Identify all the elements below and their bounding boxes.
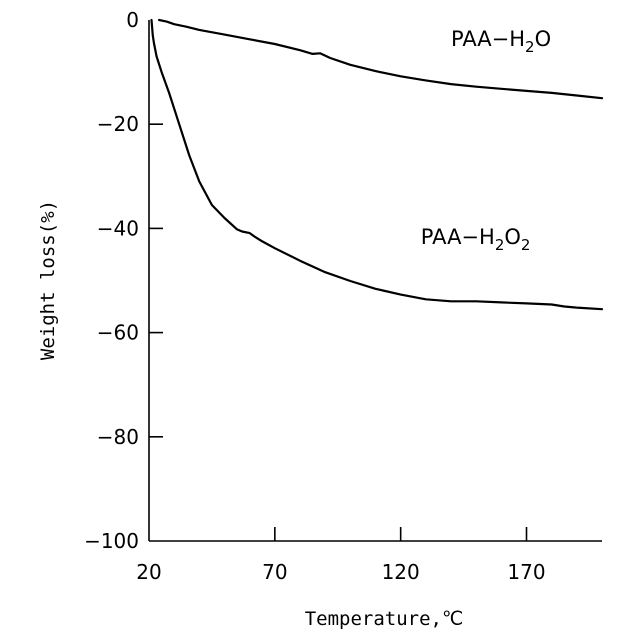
x-tick-label: 170 [507, 560, 545, 584]
x-axis-title: Temperature,℃ [305, 608, 464, 630]
series-labels: PAA−H2OPAA−H2O2 [421, 27, 551, 254]
x-tick-label: 20 [136, 560, 161, 584]
series-label-1: PAA−H2O [451, 27, 551, 56]
y-tick-label: −40 [97, 216, 139, 240]
y-tick-label: −80 [97, 425, 139, 449]
x-tick-label: 70 [262, 560, 287, 584]
label-text: PAA−H [451, 27, 525, 51]
label-text: PAA−H [421, 225, 495, 249]
series-line-2 [152, 20, 603, 309]
label-subscript: 2 [521, 236, 531, 254]
x-tick-label: 120 [382, 560, 420, 584]
y-tick-label: −20 [97, 112, 139, 136]
y-axis-title: Weight loss(%) [37, 200, 59, 360]
x-axis-ticks: 20 70 120 170 [136, 527, 545, 584]
label-subscript: 2 [495, 236, 505, 254]
label-text: O [535, 27, 552, 51]
y-tick-label: −100 [84, 529, 139, 553]
y-tick-label: −60 [97, 321, 139, 345]
label-text: O [504, 225, 521, 249]
axes [149, 20, 602, 541]
label-subscript: 2 [525, 38, 535, 56]
series-label-2: PAA−H2O2 [421, 225, 531, 254]
y-tick-label: 0 [126, 8, 139, 32]
y-axis-ticks: 0 −20 −40 −60 −80 −100 [84, 8, 163, 553]
series-group [152, 20, 603, 309]
